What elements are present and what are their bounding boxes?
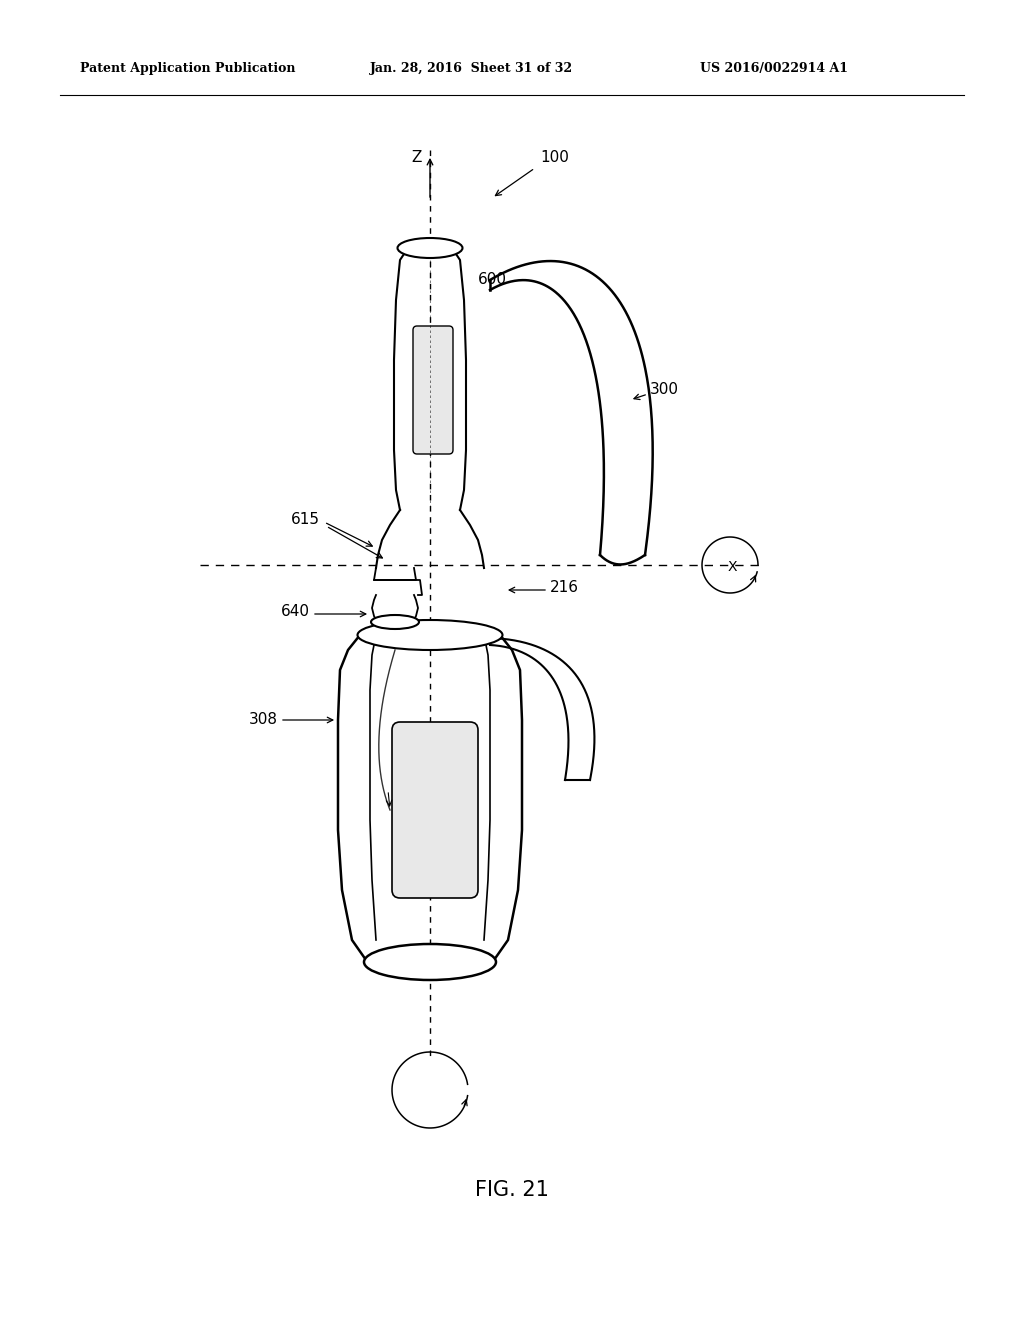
Text: 308: 308 [249, 713, 278, 727]
Text: Z: Z [412, 150, 422, 165]
Ellipse shape [397, 238, 463, 257]
Text: Jan. 28, 2016  Sheet 31 of 32: Jan. 28, 2016 Sheet 31 of 32 [370, 62, 573, 75]
Ellipse shape [357, 620, 503, 649]
Text: 640: 640 [281, 605, 310, 619]
FancyBboxPatch shape [392, 722, 478, 898]
Text: 216: 216 [550, 581, 579, 595]
Text: 615: 615 [291, 512, 319, 528]
Ellipse shape [364, 944, 496, 979]
Ellipse shape [371, 615, 419, 630]
Text: US 2016/0022914 A1: US 2016/0022914 A1 [700, 62, 848, 75]
Text: FIG. 21: FIG. 21 [475, 1180, 549, 1200]
Text: X: X [727, 560, 736, 574]
Text: Patent Application Publication: Patent Application Publication [80, 62, 296, 75]
FancyBboxPatch shape [413, 326, 453, 454]
Text: 300: 300 [650, 383, 679, 397]
Text: 100: 100 [540, 150, 569, 165]
Text: 600: 600 [478, 272, 507, 288]
